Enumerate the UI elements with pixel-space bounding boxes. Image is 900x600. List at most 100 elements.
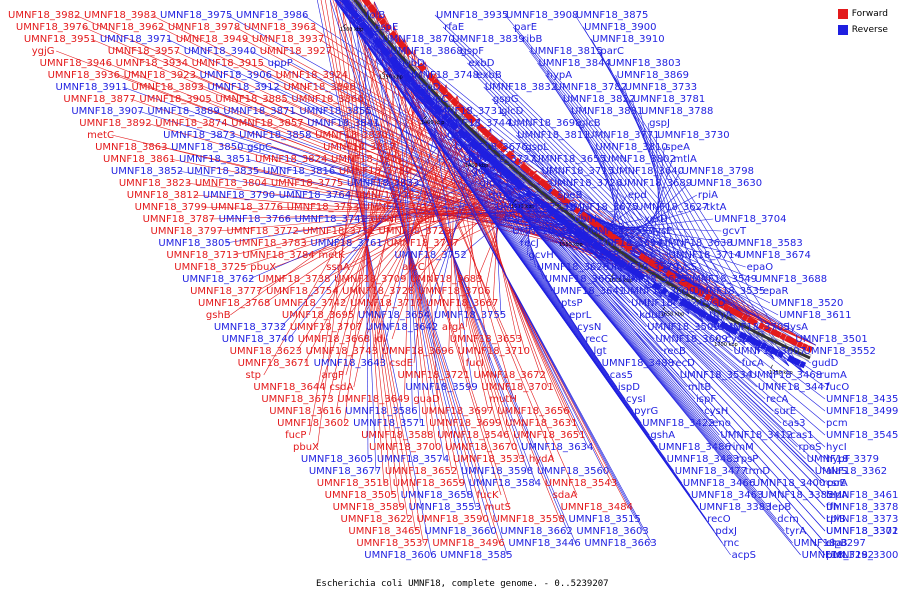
reverse-feature — [492, 161, 501, 170]
reverse-gene-label: speA — [665, 142, 690, 153]
label-connector — [304, 84, 447, 364]
forward-gene-label: UMNF18_3742 — [274, 298, 346, 309]
tick-label: 1500 kbp — [511, 204, 535, 210]
forward-gene-label: UMNF18_3672 — [474, 370, 546, 381]
reverse-feature — [504, 172, 513, 180]
forward-gene-label: pbuX — [293, 442, 319, 453]
forward-gene-label: UMNF18_3710 — [458, 346, 530, 357]
forward-gene-label: UMNF18_3892 — [79, 118, 151, 129]
forward-gene-label: UMNF18_3830 — [315, 130, 387, 141]
forward-feature — [642, 255, 651, 264]
label-connector — [607, 62, 746, 345]
label-connector — [381, 57, 634, 412]
reverse-gene-label: UMNF18_3870 — [382, 34, 454, 45]
forward-gene-label: UMNF18_3983 — [84, 10, 156, 21]
reverse-gene-label: gcvP — [472, 166, 496, 177]
reverse-feature — [391, 59, 400, 68]
reverse-gene-label: recC — [585, 334, 608, 345]
reverse-feature — [512, 179, 521, 187]
reverse-feature — [409, 79, 418, 88]
reverse-gene-label: UMNF18_3839 — [452, 34, 524, 45]
forward-feature — [665, 270, 673, 278]
reverse-gene-label: cas3 — [782, 418, 805, 429]
forward-feature — [527, 169, 536, 178]
reverse-feature — [388, 55, 397, 64]
reverse-gene-label: UMNF18_3689 — [620, 178, 692, 189]
forward-gene-label: UMNF18_3728 — [342, 286, 414, 297]
forward-gene-label: metC — [87, 130, 114, 141]
reverse-feature — [449, 120, 457, 129]
reverse-gene-label: cas1 — [790, 430, 813, 441]
label-connector — [328, 49, 415, 400]
reverse-gene-label: UMNF18_3466 — [683, 478, 755, 489]
reverse-gene-label: UMNF18_3975 — [160, 10, 232, 21]
forward-gene-label: UMNF18_3857 — [231, 118, 303, 129]
reverse-gene-label: surE — [774, 406, 796, 417]
forward-gene-label: hydA — [529, 454, 555, 465]
forward-gene-label: UMNF18_3976 — [16, 22, 88, 33]
reverse-gene-label: gspG — [493, 94, 519, 105]
reverse-feature — [591, 240, 599, 249]
reverse-gene-label: UMNF18_3571 — [353, 418, 425, 429]
forward-gene-label: UMNF18_3622 — [341, 514, 413, 525]
forward-gene-label: UMNF18_3818 — [371, 214, 443, 225]
reverse-feature — [552, 211, 560, 220]
label-connector — [347, 0, 510, 508]
reverse-gene-label: clpB — [826, 538, 848, 549]
reverse-gene-label: UMNF18_3468 — [750, 370, 822, 381]
kbp-ticks: 1750 kbp 1700 kbp 1650 kbp 1600 kbp 1550 kbp… — [340, 23, 793, 376]
legend-forward: Forward — [837, 6, 888, 22]
forward-gene-label: UMNF18_3709 — [334, 274, 406, 285]
reverse-gene-label: UMNF18_3831 — [571, 106, 643, 117]
reverse-gene-label: UMNF18_3855 — [299, 106, 371, 117]
forward-gene-label: UMNF18_3546 — [437, 430, 509, 441]
reverse-gene-label: UMNF18_3477 — [675, 466, 747, 477]
reverse-gene-label: UMNF18_3906 — [200, 70, 272, 81]
reverse-gene-label: UMNF18_3733 — [625, 82, 697, 93]
forward-gene-label: UMNF18_3885 — [215, 94, 287, 105]
label-connector — [458, 139, 787, 328]
forward-gene-label: gshB — [206, 310, 231, 321]
forward-feature — [711, 297, 719, 305]
reverse-feature — [500, 168, 509, 177]
legend-forward-label: Forward — [851, 9, 888, 19]
forward-gene-label: idi — [374, 334, 386, 345]
reverse-feature — [777, 350, 785, 359]
label-connector — [413, 93, 609, 376]
forward-feature — [426, 72, 434, 81]
reverse-gene-label: UMNF18_3463 — [691, 490, 763, 501]
forward-feature — [741, 313, 749, 322]
reverse-gene-label: UMNF18_3715 — [542, 166, 614, 177]
reverse-gene-label: UMNF18_3911 — [56, 82, 128, 93]
tick-label: 1550 kbp — [559, 242, 583, 248]
reverse-gene-label: UMNF18_3726 — [550, 178, 622, 189]
forward-feature — [806, 345, 814, 353]
reverse-gene-label: UMNF18_3545 — [826, 430, 898, 441]
reverse-gene-label: UMNF18_3727 — [464, 154, 536, 165]
reverse-gene-label: UMNF18_3869 — [617, 70, 689, 81]
reverse-gene-label: UMNF18_3822 — [563, 94, 635, 105]
forward-gene-label: fucP — [285, 430, 306, 441]
reverse-gene-label: UMNF18_3868 — [390, 46, 462, 57]
label-connector — [337, 0, 731, 556]
forward-gene-label: UMNF18_3623 — [230, 346, 302, 357]
reverse-gene-label: UMNF18_3940 — [184, 46, 256, 57]
forward-gene-label: UMNF18_3957 — [108, 46, 180, 57]
reverse-gene-label: hycI — [826, 442, 847, 453]
reverse-gene-label: folB — [366, 10, 385, 21]
reverse-gene-label: UMNF18_3771 — [587, 130, 659, 141]
label-connector — [481, 161, 771, 304]
reverse-gene-label: rplS — [826, 514, 846, 525]
reverse-gene-label: UMNF18_3598 — [461, 466, 533, 477]
label-connector — [424, 61, 473, 388]
reverse-feature — [417, 87, 426, 96]
forward-gene-label: UMNF18_3817 — [323, 142, 395, 153]
label-connector — [348, 0, 385, 484]
forward-feature — [431, 78, 440, 86]
reverse-gene-label: pdxJ — [715, 526, 737, 537]
forward-gene-label: ssnA — [326, 262, 350, 273]
forward-feature — [418, 64, 427, 73]
reverse-gene-label: gspE — [374, 22, 398, 33]
reverse-gene-label: UMNF18_3560 — [537, 466, 609, 477]
label-connector — [370, 45, 642, 424]
